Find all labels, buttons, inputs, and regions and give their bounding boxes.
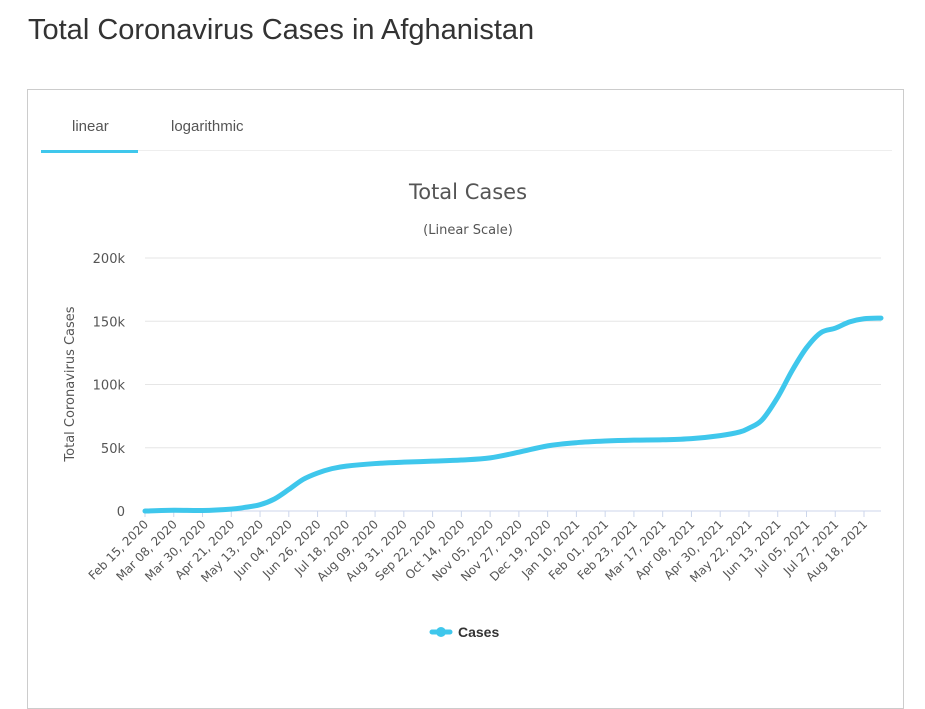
tab-logarithmic[interactable]: logarithmic (171, 118, 244, 135)
y-tick-label: 50k (101, 442, 126, 457)
chart-card: linear logarithmic Total Cases (Linear S… (27, 89, 904, 709)
chart-subtitle: (Linear Scale) (423, 223, 513, 238)
y-tick-label: 150k (93, 315, 126, 330)
active-tab-indicator (41, 150, 138, 153)
y-tick-label: 100k (93, 379, 126, 394)
scale-tabs: linear logarithmic (41, 108, 892, 153)
legend-item-cases[interactable]: Cases (458, 624, 499, 640)
y-tick-label: 0 (117, 505, 125, 520)
series-cases (142, 315, 884, 514)
y-tick-label: 200k (93, 252, 126, 267)
tab-linear[interactable]: linear (72, 118, 109, 135)
y-axis-label: Total Coronavirus Cases (63, 306, 78, 462)
legend[interactable]: Cases (429, 624, 499, 640)
legend-swatch-marker (436, 627, 446, 637)
page-title: Total Coronavirus Cases in Afghanistan (28, 14, 535, 46)
y-axis-ticks: 0 50k 100k 150k 200k (93, 252, 126, 520)
cases-chart: Total Cases (Linear Scale) Total Coronav… (63, 180, 884, 640)
series-line-cases[interactable] (142, 315, 884, 514)
chart-title: Total Cases (408, 180, 527, 204)
grid-lines (145, 257, 881, 512)
